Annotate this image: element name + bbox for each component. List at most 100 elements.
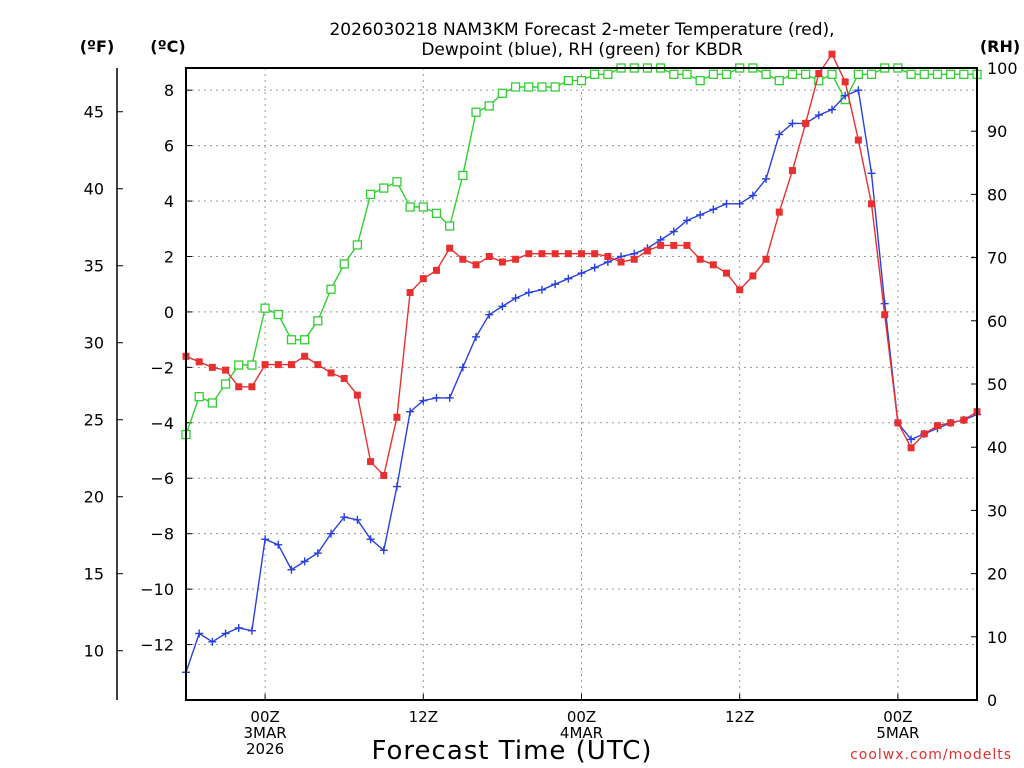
dewpoint-point — [827, 105, 836, 114]
x-tick-label: 00Z — [567, 708, 596, 726]
rh-point — [313, 316, 323, 326]
dewpoint-point — [880, 299, 889, 308]
dewpoint-point — [814, 111, 823, 120]
y-tick-rh: 10 — [987, 628, 1007, 647]
dewpoint-point — [379, 546, 388, 555]
temperature-point — [459, 255, 467, 263]
rh-point — [866, 69, 877, 79]
rh-point — [431, 208, 442, 219]
grid-lines — [186, 68, 977, 700]
y-tick-fahrenheit: 40 — [84, 180, 104, 199]
y-tick-celsius: −2 — [150, 358, 174, 377]
rh-point — [603, 69, 613, 79]
unit-celsius: (ºC) — [150, 37, 185, 56]
temperature-point — [643, 247, 651, 255]
dewpoint-point — [485, 310, 494, 319]
chart-title-line2: Dewpoint (blue), RH (green) for KBDR — [421, 40, 742, 60]
temperature-point — [828, 50, 836, 58]
rh-point — [787, 69, 798, 79]
y-tick-rh: 40 — [987, 438, 1007, 457]
plot-frame — [185, 67, 978, 701]
dewpoint-point — [353, 515, 362, 524]
y-tick-fahrenheit: 15 — [84, 565, 104, 584]
rh-point — [445, 221, 455, 231]
rh-point — [339, 259, 349, 269]
rh-point — [932, 69, 943, 79]
temperature-point — [920, 430, 928, 438]
temperature-point — [947, 419, 955, 427]
y-tick-rh: 50 — [987, 375, 1007, 394]
dewpoint-point — [432, 393, 441, 402]
rh-point — [326, 284, 336, 294]
rh-point — [484, 101, 494, 111]
dewpoint-point — [195, 629, 204, 638]
y-tick-celsius: 4 — [164, 192, 174, 211]
rh-point — [405, 202, 415, 212]
y-tick-celsius: −10 — [140, 580, 174, 599]
y-tick-rh: 70 — [987, 249, 1007, 268]
temperature-point — [327, 369, 335, 377]
temperature-point — [749, 272, 757, 280]
dewpoint-point — [696, 210, 705, 219]
temperature-point — [802, 119, 810, 127]
y-tick-rh: 90 — [987, 122, 1007, 141]
rh-point — [418, 202, 428, 212]
dewpoint-point — [682, 216, 691, 225]
rh-point — [919, 69, 929, 79]
dewpoint-point — [419, 396, 428, 405]
rh-point — [392, 177, 402, 187]
rh-point — [220, 379, 231, 389]
dewpoint-point — [498, 302, 507, 311]
temperature-point — [657, 241, 665, 249]
temperature-point — [287, 361, 295, 369]
unit-rh: (RH) — [980, 37, 1020, 56]
dewpoint-point — [392, 482, 401, 491]
dewpoint-point — [537, 285, 546, 294]
dewpoint-point — [709, 205, 718, 214]
dewpoint-point — [313, 549, 322, 558]
temperature-point — [380, 471, 388, 479]
temperature-point — [406, 289, 414, 297]
y-tick-celsius: 8 — [164, 81, 174, 100]
rh-point — [379, 183, 389, 193]
rh-point — [207, 398, 218, 408]
temperature-point — [274, 361, 282, 369]
temperature-point — [235, 383, 243, 391]
temperature-point — [314, 361, 322, 369]
temperature-point — [551, 250, 559, 258]
rh-point — [510, 82, 521, 92]
rh-point — [959, 69, 969, 79]
dewpoint-point — [458, 363, 467, 372]
rh-point — [827, 69, 837, 79]
dewpoint-point — [577, 269, 586, 278]
axes — [116, 67, 977, 701]
rh-point — [234, 360, 244, 370]
rh-point — [247, 360, 257, 370]
dewpoint-point — [551, 280, 560, 289]
dewpoint-point — [524, 288, 533, 297]
y-tick-fahrenheit: 25 — [84, 411, 104, 430]
series-layer — [181, 50, 982, 677]
y-tick-rh: 30 — [987, 501, 1007, 520]
rh-point — [458, 170, 468, 181]
y-tick-celsius: −6 — [150, 469, 174, 488]
temperature-point — [933, 422, 941, 430]
temperature-point — [578, 250, 585, 258]
temperature-point — [960, 416, 968, 424]
x-tick-label: 00Z — [250, 708, 279, 726]
rh-point — [853, 69, 863, 79]
y-tick-celsius: 0 — [164, 303, 174, 322]
temperature-point — [604, 252, 612, 260]
y-tick-fahrenheit: 20 — [84, 488, 104, 507]
temperature-point — [248, 383, 256, 391]
dewpoint-point — [261, 535, 270, 544]
dewpoint-point — [445, 393, 454, 402]
dewpoint-point — [340, 513, 349, 522]
dewpoint-point — [234, 623, 243, 632]
temperature-point — [222, 366, 230, 374]
temperature-point — [723, 269, 731, 277]
y-tick-celsius: −8 — [150, 525, 174, 544]
temperature-point — [195, 358, 203, 366]
